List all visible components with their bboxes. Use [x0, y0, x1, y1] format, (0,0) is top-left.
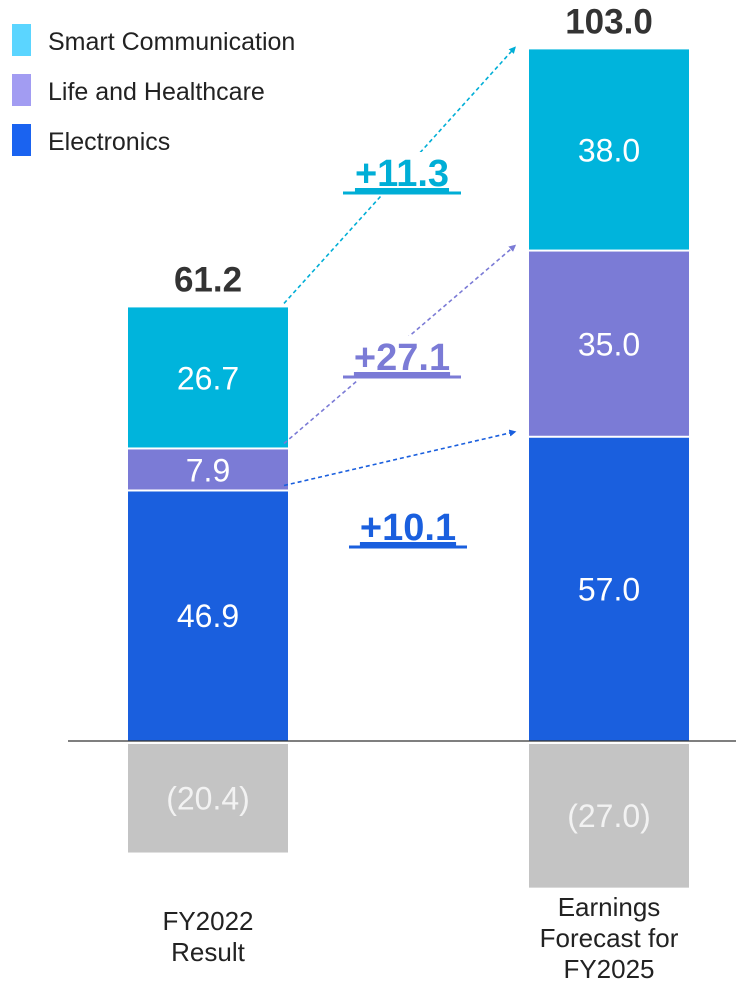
total-label-0: 61.2	[174, 260, 242, 299]
delta-arrow-smart-communication	[283, 46, 516, 304]
delta-label-electronics: +10.1	[360, 507, 456, 549]
delta-arrow-electronics	[283, 429, 517, 487]
legend-swatch-life-and-healthcare	[12, 74, 31, 106]
legend-label-smart-communication: Smart Communication	[48, 28, 295, 56]
category-label-line: Earnings	[558, 892, 661, 922]
bar-label-electronics-0: 46.9	[177, 598, 239, 634]
bar-label-life-and-healthcare-1: 35.0	[578, 327, 640, 363]
legend-label-electronics: Electronics	[48, 128, 170, 156]
legend-swatch-smart-communication	[12, 24, 31, 56]
delta-arrow-life-and-healthcare	[283, 244, 517, 445]
bar-life-and-healthcare-0	[128, 449, 288, 490]
bar-label-life-and-healthcare-0: 7.9	[186, 452, 230, 488]
bar-negative-label-0: (20.4)	[166, 780, 250, 816]
bar-label-smart-communication-0: 26.7	[177, 360, 239, 396]
bar-label-electronics-1: 57.0	[578, 571, 640, 607]
legend-swatch-electronics	[12, 124, 31, 156]
bar-life-and-healthcare-1	[529, 251, 689, 436]
bar-smart-communication-0	[128, 307, 288, 448]
delta-label-bg	[340, 152, 464, 196]
category-label-0: FY2022 Result	[162, 906, 253, 967]
total-label-1: 103.0	[565, 2, 653, 41]
category-label-line: Result	[171, 937, 245, 967]
legend-label-life-and-healthcare: Life and Healthcare	[48, 78, 265, 106]
category-label-1: Earnings Forecast for FY2025	[540, 892, 679, 984]
legend-item-smart-communication: Smart Communication	[12, 24, 295, 56]
bar-label-smart-communication-1: 38.0	[578, 132, 640, 168]
delta-label-smart-communication: +11.3	[355, 153, 449, 195]
bar-electronics-0	[128, 491, 288, 741]
bar-electronics-1	[529, 437, 689, 741]
delta-label-bg	[346, 506, 470, 550]
category-label-line: FY2022	[162, 906, 253, 936]
legend-item-life-and-healthcare: Life and Healthcare	[12, 74, 265, 106]
bar-negative-0	[128, 744, 288, 853]
bar-negative-label-1: (27.0)	[567, 798, 651, 834]
bar-negative-1	[529, 744, 689, 888]
category-label-line: Forecast for	[540, 923, 679, 953]
delta-label-bg	[340, 336, 464, 380]
legend-item-electronics: Electronics	[12, 124, 170, 156]
category-label-line: FY2025	[563, 954, 654, 984]
bar-smart-communication-1	[529, 49, 689, 250]
delta-label-life-and-healthcare: +27.1	[354, 337, 450, 379]
legend: Smart Communication Life and Healthcare El…	[12, 24, 295, 156]
